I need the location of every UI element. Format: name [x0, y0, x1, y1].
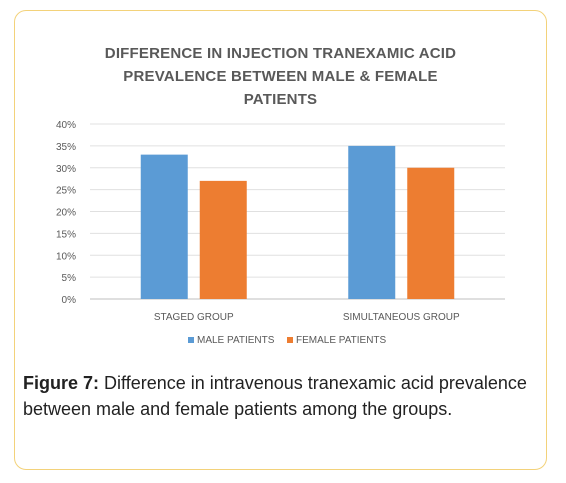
- y-tick-label: 15%: [56, 229, 76, 240]
- chart-title-line-1: DIFFERENCE IN INJECTION TRANEXAMIC ACID: [104, 45, 457, 62]
- legend-swatch: [188, 337, 194, 343]
- chart-title-line-3: PATIENTS: [243, 91, 318, 108]
- y-tick-label: 35%: [56, 142, 76, 153]
- caption-text: Difference in intravenous tranexamic aci…: [23, 373, 527, 419]
- y-tick-label: 0%: [62, 295, 77, 306]
- y-tick-label: 5%: [62, 273, 77, 284]
- figure-card: [14, 10, 547, 470]
- x-category-label: SIMULTANEOUS GROUP: [343, 312, 460, 323]
- y-tick-label: 20%: [56, 208, 76, 219]
- y-tick-label: 40%: [56, 120, 76, 131]
- x-category-label: STAGED GROUP: [154, 312, 234, 323]
- x-axis-labels: STAGED GROUP SIMULTANEOUS GROUP: [154, 312, 460, 323]
- legend-label: MALE PATIENTS: [197, 335, 275, 346]
- legend-label: FEMALE PATIENTS: [296, 335, 387, 346]
- y-tick-label: 10%: [56, 251, 76, 262]
- figure-caption: Figure 7: Difference in intravenous tran…: [23, 370, 543, 422]
- y-tick-label: 30%: [56, 164, 76, 175]
- bars: [140, 145, 455, 299]
- bar-male-simultaneous: [348, 145, 396, 299]
- bar-female-simultaneous: [407, 167, 455, 299]
- chart-title: DIFFERENCE IN INJECTION TRANEXAMIC ACID …: [14, 42, 547, 111]
- bar-male-staged: [140, 154, 188, 299]
- bar-female-staged: [199, 180, 247, 299]
- y-tick-label: 25%: [56, 186, 76, 197]
- y-axis-ticks: 0% 5% 10% 15% 20% 25% 30% 35% 40%: [56, 120, 76, 306]
- chart-title-line-2: PREVALENCE BETWEEN MALE & FEMALE: [123, 68, 438, 85]
- caption-label: Figure 7:: [23, 373, 100, 393]
- legend-swatch: [287, 337, 293, 343]
- legend: MALE PATIENTS FEMALE PATIENTS: [188, 335, 387, 346]
